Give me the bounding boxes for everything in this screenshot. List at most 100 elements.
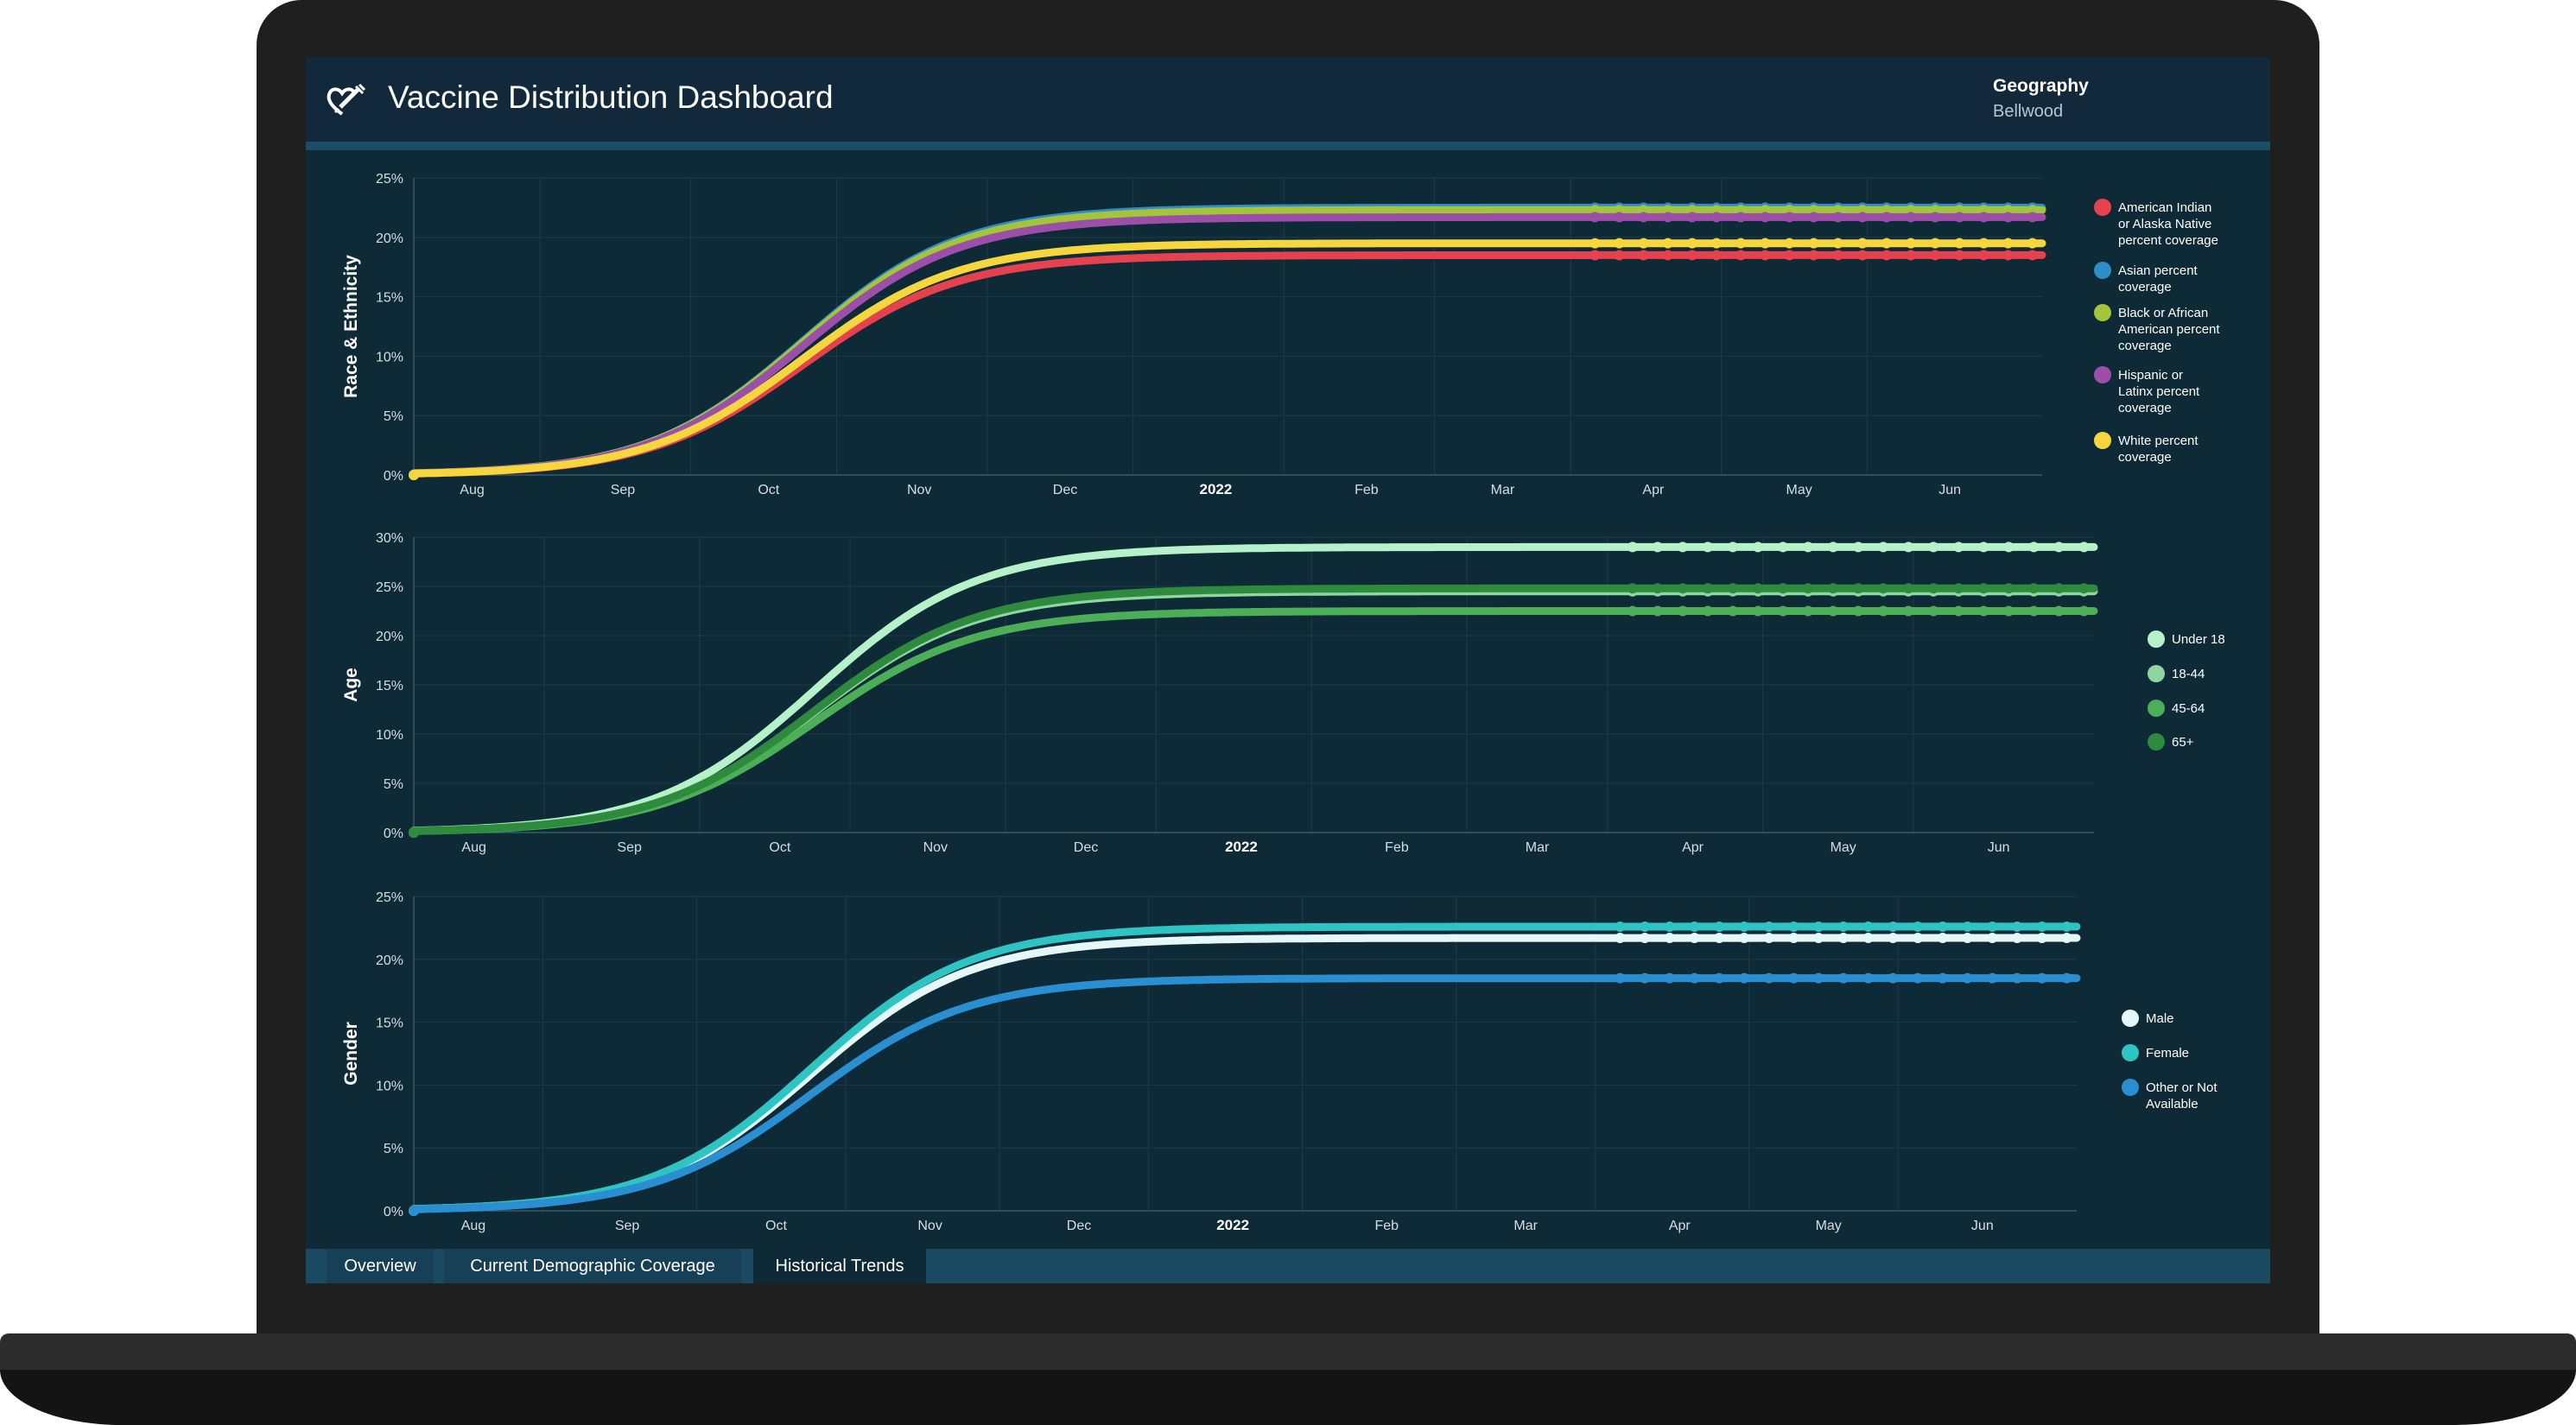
- x-tick-label: Sep: [611, 483, 636, 497]
- series-point: [1689, 933, 1700, 944]
- series-point: [1913, 921, 1924, 932]
- series-point: [1735, 238, 1747, 249]
- series-point: [2061, 921, 2072, 932]
- series-point: [1788, 921, 1799, 932]
- x-tick-label: 2022: [1216, 1217, 1249, 1233]
- series-point: [1711, 250, 1722, 261]
- legend-swatch: [2122, 1079, 2139, 1096]
- x-tick-label: Apr: [1669, 1219, 1691, 1233]
- series-point: [1808, 205, 1819, 216]
- series-point: [1711, 205, 1722, 216]
- series-point: [1739, 933, 1749, 944]
- legend-swatch: [2148, 630, 2165, 648]
- series-point: [1627, 542, 1638, 553]
- series-point: [1739, 972, 1749, 984]
- series-point: [2053, 605, 2065, 617]
- series-point: [1832, 250, 1843, 261]
- series-point: [1803, 605, 1814, 617]
- series-point: [1862, 921, 1874, 932]
- series-point: [1962, 921, 1973, 932]
- x-tick-label: Aug: [461, 840, 485, 855]
- geography-value[interactable]: Bellwood: [1993, 102, 2064, 121]
- series-point: [2061, 933, 2072, 944]
- series-point: [1930, 250, 1941, 261]
- x-tick-label: Oct: [758, 483, 779, 497]
- tab-overview[interactable]: Overview: [327, 1249, 434, 1283]
- y-tick-label: 20%: [376, 630, 403, 644]
- series-point: [1638, 212, 1649, 223]
- series-point: [1953, 605, 1964, 617]
- series-point: [1888, 972, 1899, 984]
- x-tick-label: May: [1830, 840, 1856, 855]
- x-tick-label: Sep: [617, 840, 642, 855]
- tab-historical-trends[interactable]: Historical Trends: [753, 1249, 926, 1283]
- series-point: [1913, 972, 1924, 984]
- series-point: [1652, 542, 1663, 553]
- series-point: [1837, 921, 1849, 932]
- tab-bar: Overview Current Demographic Coverage Hi…: [306, 1249, 2270, 1283]
- series-point: [1711, 238, 1722, 249]
- y-tick-label: 30%: [376, 531, 403, 546]
- series-point: [1828, 605, 1839, 617]
- chart-panel-1: 0% 5% 10% 15% 20% 25% Aug Sep Oct Nov Dec 2022 Feb Ma…: [341, 172, 2220, 497]
- y-tick-label: 0%: [384, 826, 403, 841]
- series-point: [1589, 212, 1601, 223]
- x-tick-label: Sep: [615, 1219, 640, 1233]
- y-tick-label: 20%: [376, 953, 403, 968]
- heart-syringe-icon: [327, 83, 366, 116]
- series-point: [1760, 238, 1771, 249]
- series-point: [1878, 542, 1889, 553]
- legend-label: American Indian: [2118, 200, 2211, 215]
- tab-current-demographic-coverage[interactable]: Current Demographic Coverage: [444, 1249, 741, 1283]
- series-point: [1760, 205, 1771, 216]
- legend-label: Male: [2146, 1011, 2174, 1026]
- series-point: [2053, 542, 2065, 553]
- y-tick-label: 15%: [376, 679, 403, 694]
- legend-label: Latinx percent: [2118, 384, 2200, 399]
- series-point: [1735, 212, 1747, 223]
- series-point: [1978, 238, 1989, 249]
- x-tick-label: Aug: [460, 483, 484, 497]
- legend-label: coverage: [2118, 339, 2172, 353]
- series-point: [1662, 250, 1673, 261]
- series-point: [1962, 972, 1973, 984]
- series-point: [1589, 205, 1601, 216]
- series-point: [1906, 212, 1917, 223]
- legend-label: Under 18: [2172, 632, 2225, 647]
- y-tick-label: 15%: [376, 1016, 403, 1031]
- series-point: [1808, 212, 1819, 223]
- series-point: [1862, 933, 1874, 944]
- x-tick-label: 2022: [1200, 481, 1233, 497]
- series-point: [1753, 583, 1763, 594]
- y-axis-title: Age: [341, 668, 361, 702]
- y-tick-label: 10%: [376, 728, 403, 743]
- series-point: [1928, 542, 1939, 553]
- series-point: [1652, 583, 1663, 594]
- series-point: [1978, 205, 1989, 216]
- series-point: [1856, 250, 1868, 261]
- series-point: [1903, 605, 1914, 617]
- series-point: [1832, 238, 1843, 249]
- series-point: [1954, 238, 1965, 249]
- series-point: [409, 470, 419, 480]
- series-point: [1640, 921, 1651, 932]
- x-tick-label: Jun: [1971, 1219, 1994, 1233]
- series-point: [1853, 542, 1864, 553]
- y-tick-label: 20%: [376, 231, 403, 246]
- y-tick-label: 10%: [376, 350, 403, 364]
- x-tick-label: Nov: [923, 840, 948, 855]
- series-point: [1881, 250, 1892, 261]
- series-point: [1615, 933, 1626, 944]
- series-point: [1763, 972, 1774, 984]
- series-point: [1928, 583, 1939, 594]
- series-point: [2012, 972, 2023, 984]
- series-point: [1627, 583, 1638, 594]
- x-tick-label: Nov: [917, 1219, 942, 1233]
- series-point: [1589, 250, 1601, 261]
- series-point: [1614, 238, 1625, 249]
- series-point: [2028, 605, 2040, 617]
- series-point: [2027, 212, 2038, 223]
- legend-swatch: [2094, 262, 2111, 279]
- series-point: [1664, 921, 1675, 932]
- series-point: [1677, 583, 1688, 594]
